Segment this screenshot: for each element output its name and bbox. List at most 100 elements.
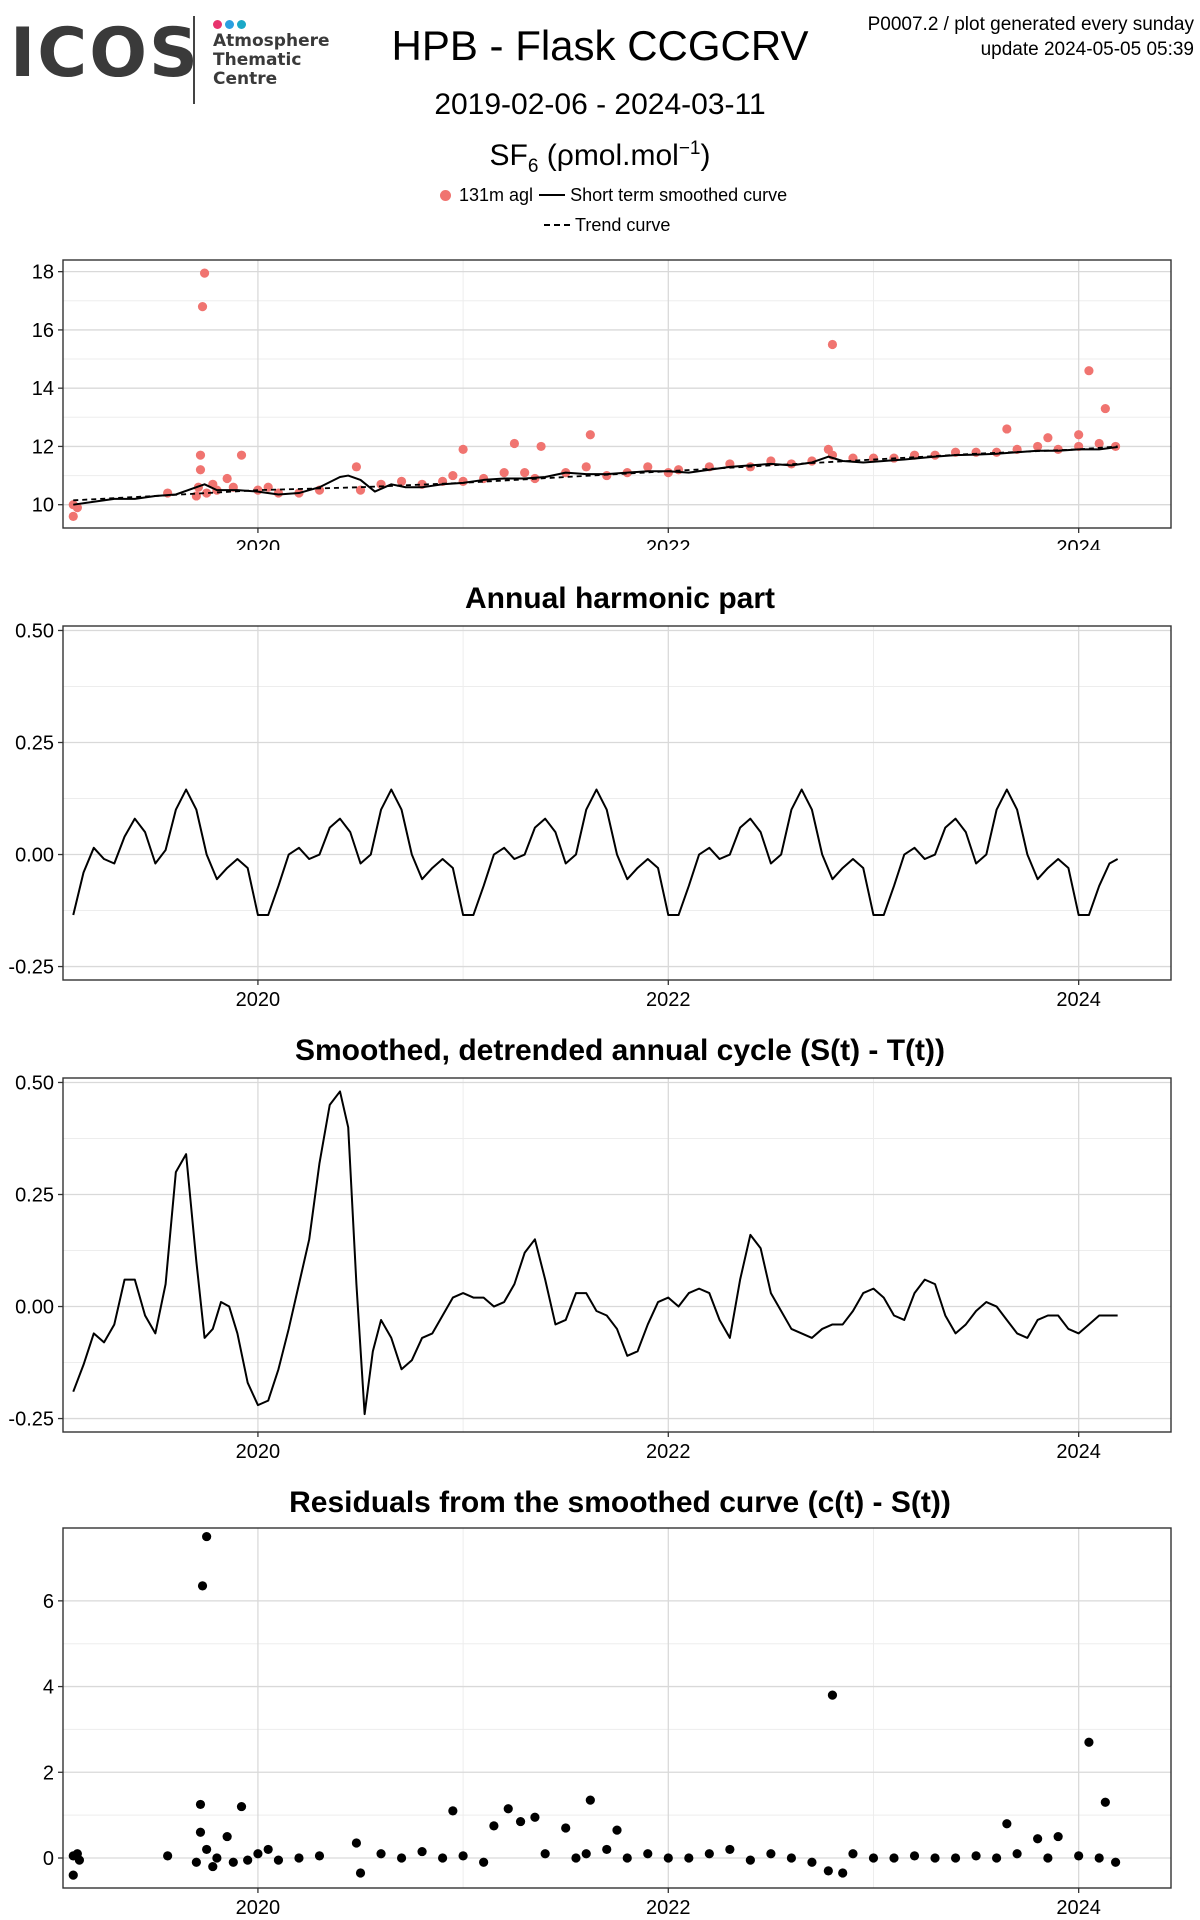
data-point bbox=[448, 1806, 458, 1816]
y-tick-label: 4 bbox=[43, 1677, 54, 1699]
legend-trend-label: Trend curve bbox=[575, 214, 671, 235]
data-point bbox=[827, 339, 838, 350]
data-point bbox=[458, 444, 468, 454]
logo-line-2: Thematic bbox=[213, 50, 302, 70]
logo-subtitle: Atmosphere Thematic Centre bbox=[213, 32, 330, 89]
data-point bbox=[1002, 1819, 1012, 1829]
data-point bbox=[489, 1821, 499, 1831]
legend-dashed-line bbox=[544, 224, 570, 226]
data-point bbox=[479, 1857, 489, 1867]
data-point bbox=[930, 1853, 940, 1863]
data-point bbox=[838, 1868, 848, 1878]
species-unit-post: ) bbox=[700, 139, 711, 172]
data-point bbox=[704, 1849, 714, 1859]
data-point bbox=[396, 1853, 407, 1863]
y-tick-label: 0.50 bbox=[15, 620, 54, 642]
detrended-plot-title: Smoothed, detrended annual cycle (S(t) -… bbox=[294, 1034, 946, 1067]
data-point bbox=[458, 1851, 468, 1861]
data-point bbox=[195, 1827, 206, 1837]
panel-border bbox=[62, 1527, 1172, 1889]
data-point bbox=[643, 462, 653, 472]
data-point bbox=[1053, 444, 1063, 454]
plot-id-line: P0007.2 / plot generated every sunday bbox=[867, 14, 1194, 35]
logo-dot-pink bbox=[213, 20, 222, 29]
data-point bbox=[1084, 1737, 1094, 1747]
data-point bbox=[1084, 366, 1094, 376]
data-point bbox=[208, 1861, 218, 1872]
update-line: update 2024-05-05 05:39 bbox=[980, 39, 1194, 60]
species-sup: −1 bbox=[678, 138, 701, 159]
data-point bbox=[199, 268, 210, 278]
logo-line-1: Atmosphere bbox=[213, 31, 330, 51]
data-point bbox=[868, 453, 879, 463]
data-point bbox=[396, 476, 407, 486]
y-tick-label: 10 bbox=[32, 495, 54, 517]
data-point bbox=[351, 462, 362, 472]
species-label: SF6 (ρmol.mol−1) bbox=[330, 138, 870, 178]
data-point bbox=[222, 473, 232, 484]
data-point bbox=[1074, 1851, 1084, 1861]
data-point bbox=[1100, 403, 1110, 414]
y-tick-label: -0.25 bbox=[8, 957, 54, 979]
data-point bbox=[195, 465, 206, 475]
data-point bbox=[585, 1795, 595, 1805]
x-tick-label: 2022 bbox=[646, 989, 691, 1011]
data-point bbox=[68, 1870, 78, 1880]
data-point bbox=[991, 1853, 1002, 1863]
data-point bbox=[68, 511, 78, 521]
data-point bbox=[1033, 441, 1043, 452]
legend-point-marker bbox=[440, 189, 451, 201]
x-tick-label: 2024 bbox=[1056, 1441, 1101, 1463]
x-tick-label: 2020 bbox=[236, 989, 281, 1011]
logo-dot-blue bbox=[225, 20, 234, 29]
data-point bbox=[1043, 1853, 1053, 1863]
x-tick-label: 2024 bbox=[1056, 1897, 1101, 1919]
legend-solid-line bbox=[539, 194, 566, 196]
data-point bbox=[807, 1857, 817, 1867]
data-point bbox=[1094, 1853, 1104, 1863]
species-main: SF bbox=[489, 139, 528, 172]
panel-border bbox=[62, 259, 1172, 529]
data-point bbox=[417, 1846, 427, 1857]
data-point bbox=[263, 1844, 273, 1855]
panel-border bbox=[62, 1077, 1172, 1433]
data-point bbox=[195, 1799, 206, 1810]
x-tick-label: 2022 bbox=[646, 1897, 691, 1919]
data-point bbox=[1043, 433, 1053, 443]
data-point bbox=[503, 1804, 513, 1814]
data-point bbox=[561, 1823, 571, 1833]
data-point bbox=[191, 1857, 201, 1867]
data-point bbox=[540, 1849, 550, 1859]
data-point bbox=[909, 1851, 920, 1861]
data-point bbox=[273, 1855, 284, 1865]
smoothed-curve bbox=[73, 446, 1118, 506]
data-point bbox=[351, 1838, 362, 1848]
data-point bbox=[509, 438, 520, 449]
data-point bbox=[294, 1853, 304, 1863]
series-line bbox=[72, 788, 1119, 917]
y-tick-label: 2 bbox=[43, 1762, 54, 1784]
data-point bbox=[585, 430, 595, 440]
harmonic-plot: 2020 2022 2024 -0.25 0.00 0.25 0.50 bbox=[8, 620, 1172, 1011]
data-point bbox=[202, 1531, 212, 1542]
data-point bbox=[766, 1849, 776, 1859]
x-tick-label: 2020 bbox=[236, 1897, 281, 1919]
data-point bbox=[1012, 1849, 1022, 1859]
legend-item-points: 131m agl bbox=[440, 185, 533, 206]
data-point bbox=[823, 1866, 833, 1876]
y-tick-label: 0 bbox=[43, 1848, 54, 1870]
data-point bbox=[536, 441, 546, 452]
logo-dot-teal bbox=[237, 20, 246, 29]
data-point bbox=[236, 1801, 247, 1812]
legend-item-smoothed: Short term smoothed curve bbox=[539, 185, 787, 206]
species-unit-pre: (ρmol.mol bbox=[538, 139, 679, 172]
data-point bbox=[1100, 1797, 1110, 1807]
data-point bbox=[195, 450, 206, 460]
data-point bbox=[745, 1855, 755, 1865]
legend: 131m agl Short term smoothed curve Trend… bbox=[440, 180, 793, 240]
y-tick-label: 0.50 bbox=[15, 1072, 54, 1094]
residuals-plot: 2020 2022 2024 0 2 4 6 bbox=[43, 1527, 1172, 1919]
y-tick-label: 0.25 bbox=[15, 733, 54, 755]
data-point bbox=[355, 1868, 366, 1878]
data-point bbox=[612, 1825, 622, 1835]
